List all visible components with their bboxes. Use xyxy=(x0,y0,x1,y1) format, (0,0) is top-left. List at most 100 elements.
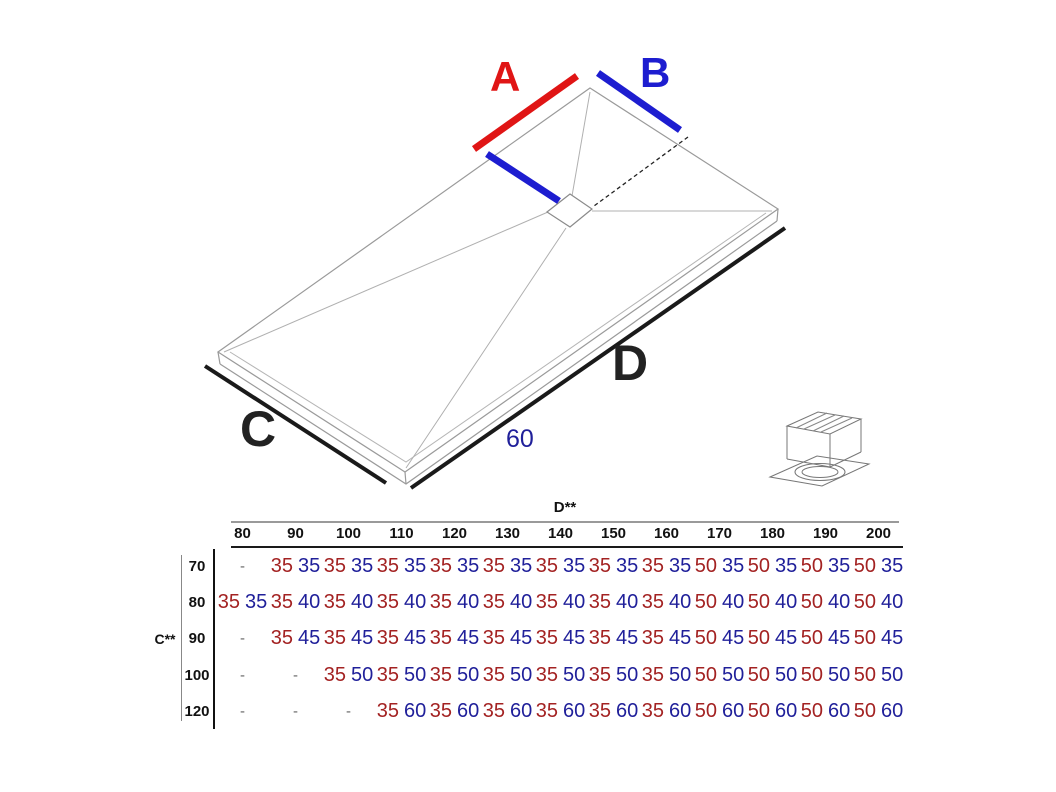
value-b: 45 xyxy=(881,627,904,650)
column-header: 100 xyxy=(335,525,362,542)
value-a: 35 xyxy=(429,663,452,686)
value-a: 35 xyxy=(588,663,611,686)
value-a: 35 xyxy=(429,554,452,577)
dimension-c-line xyxy=(203,364,388,485)
value-a: 35 xyxy=(535,663,558,686)
table-cell: 50 35 xyxy=(746,555,799,578)
table-cell: 50 45 xyxy=(799,627,852,650)
value-b: 40 xyxy=(457,591,480,614)
table-row: 100- -35 50 35 50 35 50 35 50 35 50 35 50 35 50 50 50 50 5… xyxy=(150,657,905,693)
value-a: 50 xyxy=(853,700,876,723)
table-row: 90-35 45 35 45 35 45 35 45 35 45 35 45 35 45 35 45 50 45 5… xyxy=(150,621,905,657)
dimension-b-label: B xyxy=(640,49,671,96)
value-a: 35 xyxy=(323,627,346,650)
value-b: 45 xyxy=(457,627,480,650)
table-row: 80 35 35 35 40 35 40 35 40 35 40 35 40 35 40 35 40 35 40 50… xyxy=(150,584,905,620)
table-cell: 35 35 xyxy=(587,555,640,578)
row-header: 90 xyxy=(188,630,206,648)
value-b: 45 xyxy=(563,627,586,650)
value-b: 45 xyxy=(828,627,851,650)
value-a: 35 xyxy=(641,554,664,577)
table-cell: 50 60 xyxy=(799,700,852,723)
drain-square xyxy=(545,193,594,228)
dimension-60-value: 60 xyxy=(506,425,534,453)
table-cell: 35 50 xyxy=(640,664,693,687)
value-b: 40 xyxy=(563,591,586,614)
value-b: 40 xyxy=(510,591,533,614)
table-row: 70-35 35 35 35 35 35 35 35 35 35 35 35 35 35 35 35 50 35 5… xyxy=(150,548,905,584)
column-header: 140 xyxy=(547,525,574,542)
drain-assembly-icon xyxy=(768,411,871,487)
table-cell: 35 45 xyxy=(269,627,322,650)
value-b: 35 xyxy=(616,554,639,577)
table-body: 70-35 35 35 35 35 35 35 35 35 35 35 35 35 35 35 35 50 35 5… xyxy=(150,548,905,730)
table-cell: 35 35 xyxy=(375,555,428,578)
value-a: 50 xyxy=(853,627,876,650)
value-a: 35 xyxy=(376,700,399,723)
row-header: 70 xyxy=(188,557,206,575)
value-a: 35 xyxy=(482,700,505,723)
value-a: 50 xyxy=(747,627,770,650)
dimension-a-line xyxy=(471,73,580,152)
table-cell: 35 45 xyxy=(534,627,587,650)
table-cell: 50 40 xyxy=(852,591,905,614)
table-cell: 35 50 xyxy=(428,664,481,687)
table-cell: 35 50 xyxy=(534,664,587,687)
value-a: 35 xyxy=(376,627,399,650)
table-cell: 35 45 xyxy=(322,627,375,650)
value-b: 45 xyxy=(404,627,427,650)
table-cell: 50 40 xyxy=(746,591,799,614)
drain-offset-line xyxy=(485,151,561,204)
value-b: 40 xyxy=(298,591,321,614)
value-b: 60 xyxy=(881,700,904,723)
column-header: 200 xyxy=(865,525,892,542)
value-a: 50 xyxy=(747,700,770,723)
table-cell: 50 35 xyxy=(693,555,746,578)
value-a: 35 xyxy=(641,591,664,614)
table-cell: - xyxy=(240,557,245,575)
value-b: 60 xyxy=(669,700,692,723)
table-cell: 35 35 xyxy=(481,555,534,578)
table-cell: 50 60 xyxy=(852,700,905,723)
value-b: 60 xyxy=(457,700,480,723)
column-header: 80 xyxy=(234,525,251,542)
table-cell: 50 50 xyxy=(746,664,799,687)
table-cell: 50 60 xyxy=(693,700,746,723)
table-cell: 50 45 xyxy=(746,627,799,650)
value-b: 40 xyxy=(404,591,427,614)
value-a: 35 xyxy=(588,554,611,577)
value-a: 50 xyxy=(694,627,717,650)
table-cell: 35 60 xyxy=(481,700,534,723)
value-b: 35 xyxy=(669,554,692,577)
dimension-d-line xyxy=(409,226,787,490)
value-a: 50 xyxy=(853,554,876,577)
dimension-b-line xyxy=(596,70,682,133)
column-header: 110 xyxy=(389,525,414,542)
table-cell: 50 45 xyxy=(693,627,746,650)
value-b: 60 xyxy=(616,700,639,723)
table-cell: 35 40 xyxy=(481,591,534,614)
table-cell: 50 50 xyxy=(693,664,746,687)
value-b: 60 xyxy=(510,700,533,723)
value-a: 35 xyxy=(482,591,505,614)
value-b: 50 xyxy=(775,663,798,686)
value-b: 60 xyxy=(404,700,427,723)
value-b: 40 xyxy=(616,591,639,614)
value-b: 35 xyxy=(404,554,427,577)
value-b: 45 xyxy=(510,627,533,650)
table-cell: - xyxy=(240,703,245,721)
value-a: 50 xyxy=(853,591,876,614)
value-a: 50 xyxy=(694,663,717,686)
value-b: 50 xyxy=(881,663,904,686)
table-cell: 50 50 xyxy=(852,664,905,687)
value-b: 50 xyxy=(828,663,851,686)
table-cell: 50 60 xyxy=(746,700,799,723)
value-b: 50 xyxy=(616,663,639,686)
table-cell: 35 45 xyxy=(640,627,693,650)
value-a: 35 xyxy=(641,663,664,686)
tray-inner-rim xyxy=(229,212,767,463)
table-cell: 35 35 xyxy=(269,555,322,578)
value-a: 35 xyxy=(482,554,505,577)
value-b: 40 xyxy=(881,591,904,614)
